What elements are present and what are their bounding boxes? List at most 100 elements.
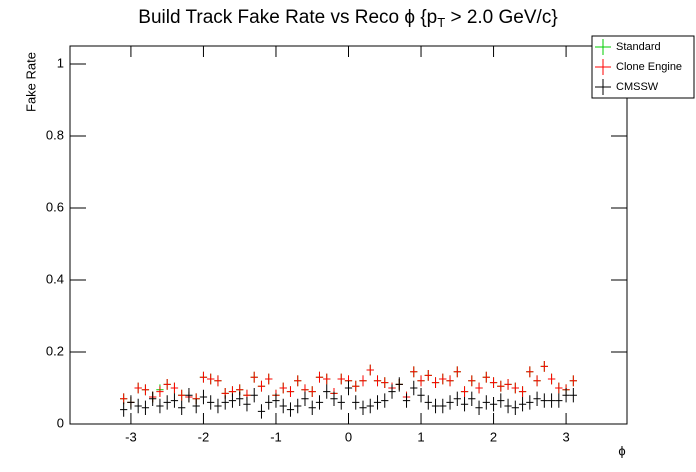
data-point bbox=[453, 366, 461, 378]
legend-label: Clone Engine bbox=[616, 61, 682, 73]
data-point bbox=[417, 388, 425, 403]
data-point bbox=[562, 388, 570, 403]
x-tick-label: -2 bbox=[198, 429, 210, 444]
data-point bbox=[286, 386, 295, 397]
data-point bbox=[257, 380, 266, 392]
x-tick-label: 3 bbox=[562, 429, 569, 444]
data-point bbox=[301, 391, 309, 406]
data-point bbox=[569, 388, 577, 403]
data-point bbox=[265, 395, 273, 410]
x-tick-label: -1 bbox=[270, 429, 282, 444]
y-axis-label: Fake Rate bbox=[23, 52, 38, 112]
data-point bbox=[141, 384, 150, 396]
data-point bbox=[555, 382, 563, 394]
data-point bbox=[410, 380, 418, 396]
data-point bbox=[504, 379, 512, 390]
x-tick-label: -3 bbox=[125, 429, 137, 444]
data-point bbox=[547, 373, 556, 385]
data-point bbox=[308, 400, 316, 415]
data-point bbox=[453, 391, 461, 406]
data-point bbox=[141, 400, 150, 415]
chart-title: Build Track Fake Rate vs Reco ϕ {pT > 2.… bbox=[138, 7, 557, 30]
data-point bbox=[366, 398, 374, 414]
data-point bbox=[221, 395, 229, 410]
data-point bbox=[294, 398, 302, 414]
data-point bbox=[547, 393, 556, 408]
title-main: Build Track Fake Rate vs Reco ϕ {p bbox=[138, 7, 437, 28]
data-point bbox=[207, 373, 215, 385]
data-point bbox=[359, 400, 367, 415]
x-tick-label: 0 bbox=[345, 429, 352, 444]
data-point bbox=[257, 404, 266, 419]
data-point bbox=[518, 397, 527, 412]
data-point bbox=[482, 371, 490, 383]
data-point bbox=[192, 398, 200, 414]
x-axis-label: ϕ bbox=[618, 443, 625, 458]
data-point bbox=[250, 388, 258, 403]
data-point bbox=[569, 375, 577, 387]
data-point bbox=[250, 371, 258, 383]
data-point bbox=[526, 395, 534, 410]
data-point bbox=[265, 373, 273, 385]
data-point bbox=[272, 393, 280, 408]
data-point bbox=[475, 400, 483, 415]
data-point bbox=[337, 395, 345, 410]
data-point bbox=[518, 386, 527, 397]
legend-marker bbox=[595, 79, 611, 95]
data-point bbox=[199, 389, 208, 405]
data-point bbox=[489, 377, 498, 388]
data-point bbox=[497, 393, 505, 408]
data-point bbox=[366, 364, 374, 376]
data-point bbox=[540, 361, 548, 372]
data-point bbox=[163, 395, 171, 410]
y-tick-label: 1 bbox=[57, 55, 64, 70]
data-point bbox=[424, 370, 432, 381]
data-point bbox=[395, 377, 403, 392]
legend-label: Standard bbox=[616, 41, 661, 53]
data-point bbox=[308, 386, 316, 397]
data-point bbox=[344, 380, 353, 396]
data-point bbox=[381, 377, 389, 388]
data-point bbox=[417, 375, 425, 387]
data-point bbox=[460, 397, 469, 412]
data-point bbox=[170, 393, 179, 408]
data-point bbox=[439, 398, 447, 414]
data-point bbox=[279, 398, 287, 414]
data-point bbox=[207, 395, 215, 410]
legend-marker bbox=[595, 59, 611, 75]
data-point bbox=[214, 398, 222, 414]
x-tick-label: 1 bbox=[417, 429, 424, 444]
data-point bbox=[431, 398, 440, 414]
data-point bbox=[134, 382, 142, 394]
data-point bbox=[243, 397, 251, 412]
data-point bbox=[424, 395, 432, 410]
y-tick-label: 0.6 bbox=[46, 199, 64, 214]
data-point bbox=[431, 377, 440, 388]
title-end: > 2.0 GeV/c} bbox=[445, 7, 558, 28]
data-point bbox=[381, 393, 389, 408]
data-point bbox=[236, 391, 244, 406]
y-tick-label: 0.4 bbox=[46, 271, 64, 286]
data-point bbox=[460, 386, 469, 397]
data-point bbox=[127, 395, 135, 410]
data-point bbox=[228, 393, 237, 408]
data-point bbox=[134, 398, 142, 414]
data-point bbox=[511, 382, 519, 394]
y-tick-label: 0 bbox=[57, 415, 64, 430]
data-point bbox=[315, 395, 324, 410]
data-point bbox=[497, 380, 505, 392]
data-point bbox=[170, 382, 179, 394]
data-point bbox=[315, 371, 324, 383]
data-point bbox=[199, 371, 208, 383]
data-point bbox=[402, 393, 411, 408]
data-point bbox=[540, 393, 548, 408]
data-point bbox=[323, 384, 331, 399]
data-point bbox=[388, 384, 396, 399]
y-tick-label: 0.8 bbox=[46, 127, 64, 142]
data-point bbox=[410, 366, 418, 378]
data-point bbox=[149, 391, 157, 406]
data-point bbox=[323, 373, 331, 385]
plot-frame bbox=[69, 45, 628, 425]
data-point bbox=[373, 395, 382, 410]
